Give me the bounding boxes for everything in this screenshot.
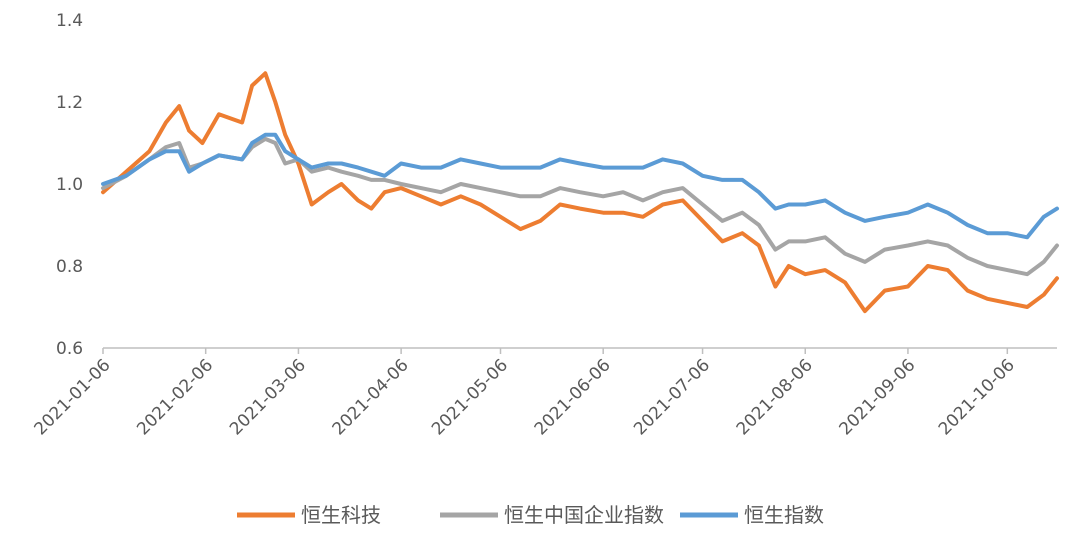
legend-label-0: 恒生科技 <box>301 503 381 527</box>
x-tick-label-9: 2021-10-06 <box>935 355 1019 439</box>
x-tick-label-2: 2021-03-06 <box>226 355 310 439</box>
x-tick-label-8: 2021-09-06 <box>835 355 919 439</box>
x-axis-ticks <box>102 348 1009 354</box>
series-lines <box>101 71 1059 314</box>
x-tick-label-6: 2021-07-06 <box>630 355 714 439</box>
x-tick-label-5: 2021-06-06 <box>531 355 615 439</box>
series-line-0 <box>101 71 1059 314</box>
y-tick-label-2: 1.0 <box>56 175 83 195</box>
x-tick-label-1: 2021-02-06 <box>133 355 217 439</box>
y-tick-label-1: 0.8 <box>56 257 83 277</box>
y-tick-label-4: 1.4 <box>56 11 83 31</box>
legend: 恒生科技 恒生中国企业指数 恒生指数 <box>237 503 824 527</box>
series-line-1 <box>101 136 1059 277</box>
y-tick-label-3: 1.2 <box>56 93 83 113</box>
x-axis-tick-labels: 2021-01-06 2021-02-06 2021-03-06 2021-04-06… <box>31 355 1019 439</box>
series-line-2 <box>101 132 1059 240</box>
y-axis-tick-labels: 0.6 0.8 1.0 1.2 1.4 <box>56 11 83 359</box>
x-tick-label-0: 2021-01-06 <box>31 355 115 439</box>
x-tick-label-3: 2021-04-06 <box>329 355 413 439</box>
legend-label-1: 恒生中国企业指数 <box>504 503 664 527</box>
x-tick-label-7: 2021-08-06 <box>733 355 817 439</box>
legend-label-2: 恒生指数 <box>744 503 824 527</box>
y-tick-label-0: 0.6 <box>56 339 83 359</box>
x-tick-label-4: 2021-05-06 <box>428 355 512 439</box>
